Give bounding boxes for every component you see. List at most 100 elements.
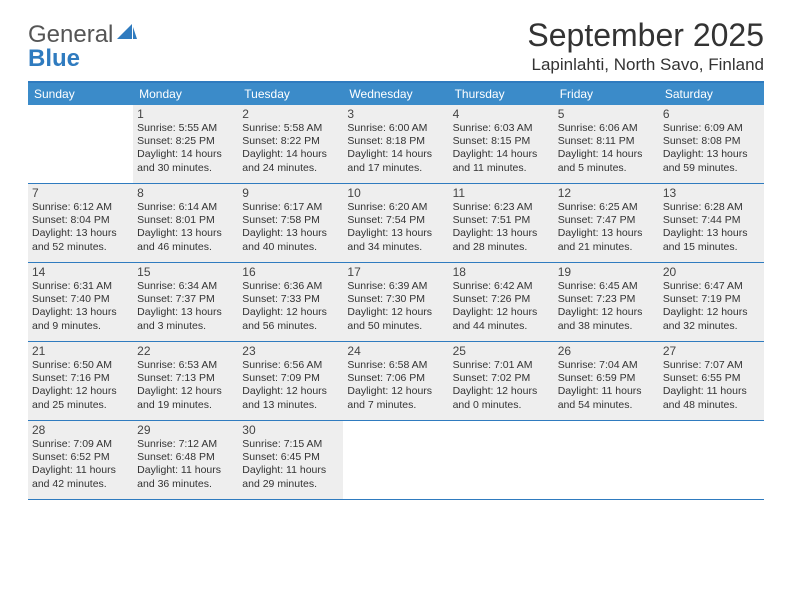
- cell-sunrise: Sunrise: 6:03 AM: [453, 122, 550, 135]
- day-number: 23: [242, 344, 339, 358]
- cell-sunset: Sunset: 8:04 PM: [32, 214, 129, 227]
- cell-sunset: Sunset: 7:40 PM: [32, 293, 129, 306]
- day-number: 9: [242, 186, 339, 200]
- cell-dl1: Daylight: 11 hours: [558, 385, 655, 398]
- cell-sunrise: Sunrise: 6:23 AM: [453, 201, 550, 214]
- cell-dl2: and 5 minutes.: [558, 162, 655, 175]
- day-number: 3: [347, 107, 444, 121]
- cell-dl2: and 15 minutes.: [663, 241, 760, 254]
- cell-dl2: and 34 minutes.: [347, 241, 444, 254]
- day-number: 1: [137, 107, 234, 121]
- cell-sunrise: Sunrise: 6:06 AM: [558, 122, 655, 135]
- cell-sunrise: Sunrise: 6:28 AM: [663, 201, 760, 214]
- cell-sunrise: Sunrise: 7:01 AM: [453, 359, 550, 372]
- week-row: 1Sunrise: 5:55 AMSunset: 8:25 PMDaylight…: [28, 105, 764, 184]
- cell-dl2: and 46 minutes.: [137, 241, 234, 254]
- cell-sunset: Sunset: 6:45 PM: [242, 451, 339, 464]
- cell-sunset: Sunset: 8:25 PM: [137, 135, 234, 148]
- calendar-cell: 18Sunrise: 6:42 AMSunset: 7:26 PMDayligh…: [449, 263, 554, 341]
- dow-saturday: Saturday: [659, 83, 764, 105]
- calendar-cell: 17Sunrise: 6:39 AMSunset: 7:30 PMDayligh…: [343, 263, 448, 341]
- day-number: 8: [137, 186, 234, 200]
- day-number: 26: [558, 344, 655, 358]
- cell-dl1: Daylight: 13 hours: [32, 227, 129, 240]
- cell-dl2: and 30 minutes.: [137, 162, 234, 175]
- calendar-cell: 2Sunrise: 5:58 AMSunset: 8:22 PMDaylight…: [238, 105, 343, 183]
- location-text: Lapinlahti, North Savo, Finland: [527, 55, 764, 75]
- cell-dl1: Daylight: 14 hours: [558, 148, 655, 161]
- cell-dl1: Daylight: 13 hours: [242, 227, 339, 240]
- day-number: 15: [137, 265, 234, 279]
- cell-sunset: Sunset: 7:09 PM: [242, 372, 339, 385]
- day-number: 27: [663, 344, 760, 358]
- cell-dl1: Daylight: 13 hours: [32, 306, 129, 319]
- cell-dl2: and 52 minutes.: [32, 241, 129, 254]
- cell-sunrise: Sunrise: 7:07 AM: [663, 359, 760, 372]
- cell-sunset: Sunset: 7:06 PM: [347, 372, 444, 385]
- day-number: 21: [32, 344, 129, 358]
- cell-dl2: and 17 minutes.: [347, 162, 444, 175]
- cell-sunset: Sunset: 6:55 PM: [663, 372, 760, 385]
- calendar-cell: [659, 421, 764, 499]
- cell-dl2: and 32 minutes.: [663, 320, 760, 333]
- cell-sunrise: Sunrise: 6:58 AM: [347, 359, 444, 372]
- day-number: 6: [663, 107, 760, 121]
- cell-dl2: and 25 minutes.: [32, 399, 129, 412]
- cell-sunrise: Sunrise: 6:45 AM: [558, 280, 655, 293]
- day-number: 22: [137, 344, 234, 358]
- cell-sunrise: Sunrise: 6:42 AM: [453, 280, 550, 293]
- day-number: 14: [32, 265, 129, 279]
- cell-dl2: and 36 minutes.: [137, 478, 234, 491]
- cell-dl1: Daylight: 12 hours: [242, 385, 339, 398]
- cell-sunrise: Sunrise: 6:12 AM: [32, 201, 129, 214]
- page: General Blue September 2025 Lapinlahti, …: [0, 0, 792, 518]
- cell-dl2: and 11 minutes.: [453, 162, 550, 175]
- calendar-cell: 3Sunrise: 6:00 AMSunset: 8:18 PMDaylight…: [343, 105, 448, 183]
- calendar-cell: 11Sunrise: 6:23 AMSunset: 7:51 PMDayligh…: [449, 184, 554, 262]
- cell-sunset: Sunset: 7:33 PM: [242, 293, 339, 306]
- cell-dl2: and 54 minutes.: [558, 399, 655, 412]
- week-row: 7Sunrise: 6:12 AMSunset: 8:04 PMDaylight…: [28, 184, 764, 263]
- cell-sunset: Sunset: 8:15 PM: [453, 135, 550, 148]
- calendar-cell: 15Sunrise: 6:34 AMSunset: 7:37 PMDayligh…: [133, 263, 238, 341]
- cell-dl1: Daylight: 12 hours: [137, 385, 234, 398]
- calendar-cell: 4Sunrise: 6:03 AMSunset: 8:15 PMDaylight…: [449, 105, 554, 183]
- cell-dl1: Daylight: 12 hours: [32, 385, 129, 398]
- cell-sunset: Sunset: 8:11 PM: [558, 135, 655, 148]
- cell-sunset: Sunset: 7:51 PM: [453, 214, 550, 227]
- cell-sunset: Sunset: 8:08 PM: [663, 135, 760, 148]
- day-number: 13: [663, 186, 760, 200]
- calendar-cell: 13Sunrise: 6:28 AMSunset: 7:44 PMDayligh…: [659, 184, 764, 262]
- calendar-cell: 14Sunrise: 6:31 AMSunset: 7:40 PMDayligh…: [28, 263, 133, 341]
- cell-dl2: and 9 minutes.: [32, 320, 129, 333]
- day-number: 28: [32, 423, 129, 437]
- cell-dl1: Daylight: 13 hours: [347, 227, 444, 240]
- cell-sunset: Sunset: 7:58 PM: [242, 214, 339, 227]
- day-number: 19: [558, 265, 655, 279]
- day-number: 7: [32, 186, 129, 200]
- cell-dl2: and 7 minutes.: [347, 399, 444, 412]
- day-number: 11: [453, 186, 550, 200]
- cell-dl1: Daylight: 14 hours: [347, 148, 444, 161]
- cell-sunset: Sunset: 7:19 PM: [663, 293, 760, 306]
- day-number: 20: [663, 265, 760, 279]
- calendar-cell: 26Sunrise: 7:04 AMSunset: 6:59 PMDayligh…: [554, 342, 659, 420]
- calendar-cell: 23Sunrise: 6:56 AMSunset: 7:09 PMDayligh…: [238, 342, 343, 420]
- cell-sunset: Sunset: 8:01 PM: [137, 214, 234, 227]
- cell-dl2: and 40 minutes.: [242, 241, 339, 254]
- cell-dl1: Daylight: 12 hours: [453, 385, 550, 398]
- day-number: 18: [453, 265, 550, 279]
- title-block: September 2025 Lapinlahti, North Savo, F…: [527, 18, 764, 75]
- cell-dl1: Daylight: 13 hours: [663, 227, 760, 240]
- cell-sunrise: Sunrise: 7:15 AM: [242, 438, 339, 451]
- cell-sunrise: Sunrise: 6:20 AM: [347, 201, 444, 214]
- day-of-week-header: Sunday Monday Tuesday Wednesday Thursday…: [28, 83, 764, 105]
- day-number: 24: [347, 344, 444, 358]
- week-row: 28Sunrise: 7:09 AMSunset: 6:52 PMDayligh…: [28, 421, 764, 500]
- cell-sunset: Sunset: 7:13 PM: [137, 372, 234, 385]
- header: General Blue September 2025 Lapinlahti, …: [28, 18, 764, 75]
- cell-sunset: Sunset: 7:54 PM: [347, 214, 444, 227]
- calendar-cell: 9Sunrise: 6:17 AMSunset: 7:58 PMDaylight…: [238, 184, 343, 262]
- cell-dl1: Daylight: 12 hours: [242, 306, 339, 319]
- calendar-cell: 24Sunrise: 6:58 AMSunset: 7:06 PMDayligh…: [343, 342, 448, 420]
